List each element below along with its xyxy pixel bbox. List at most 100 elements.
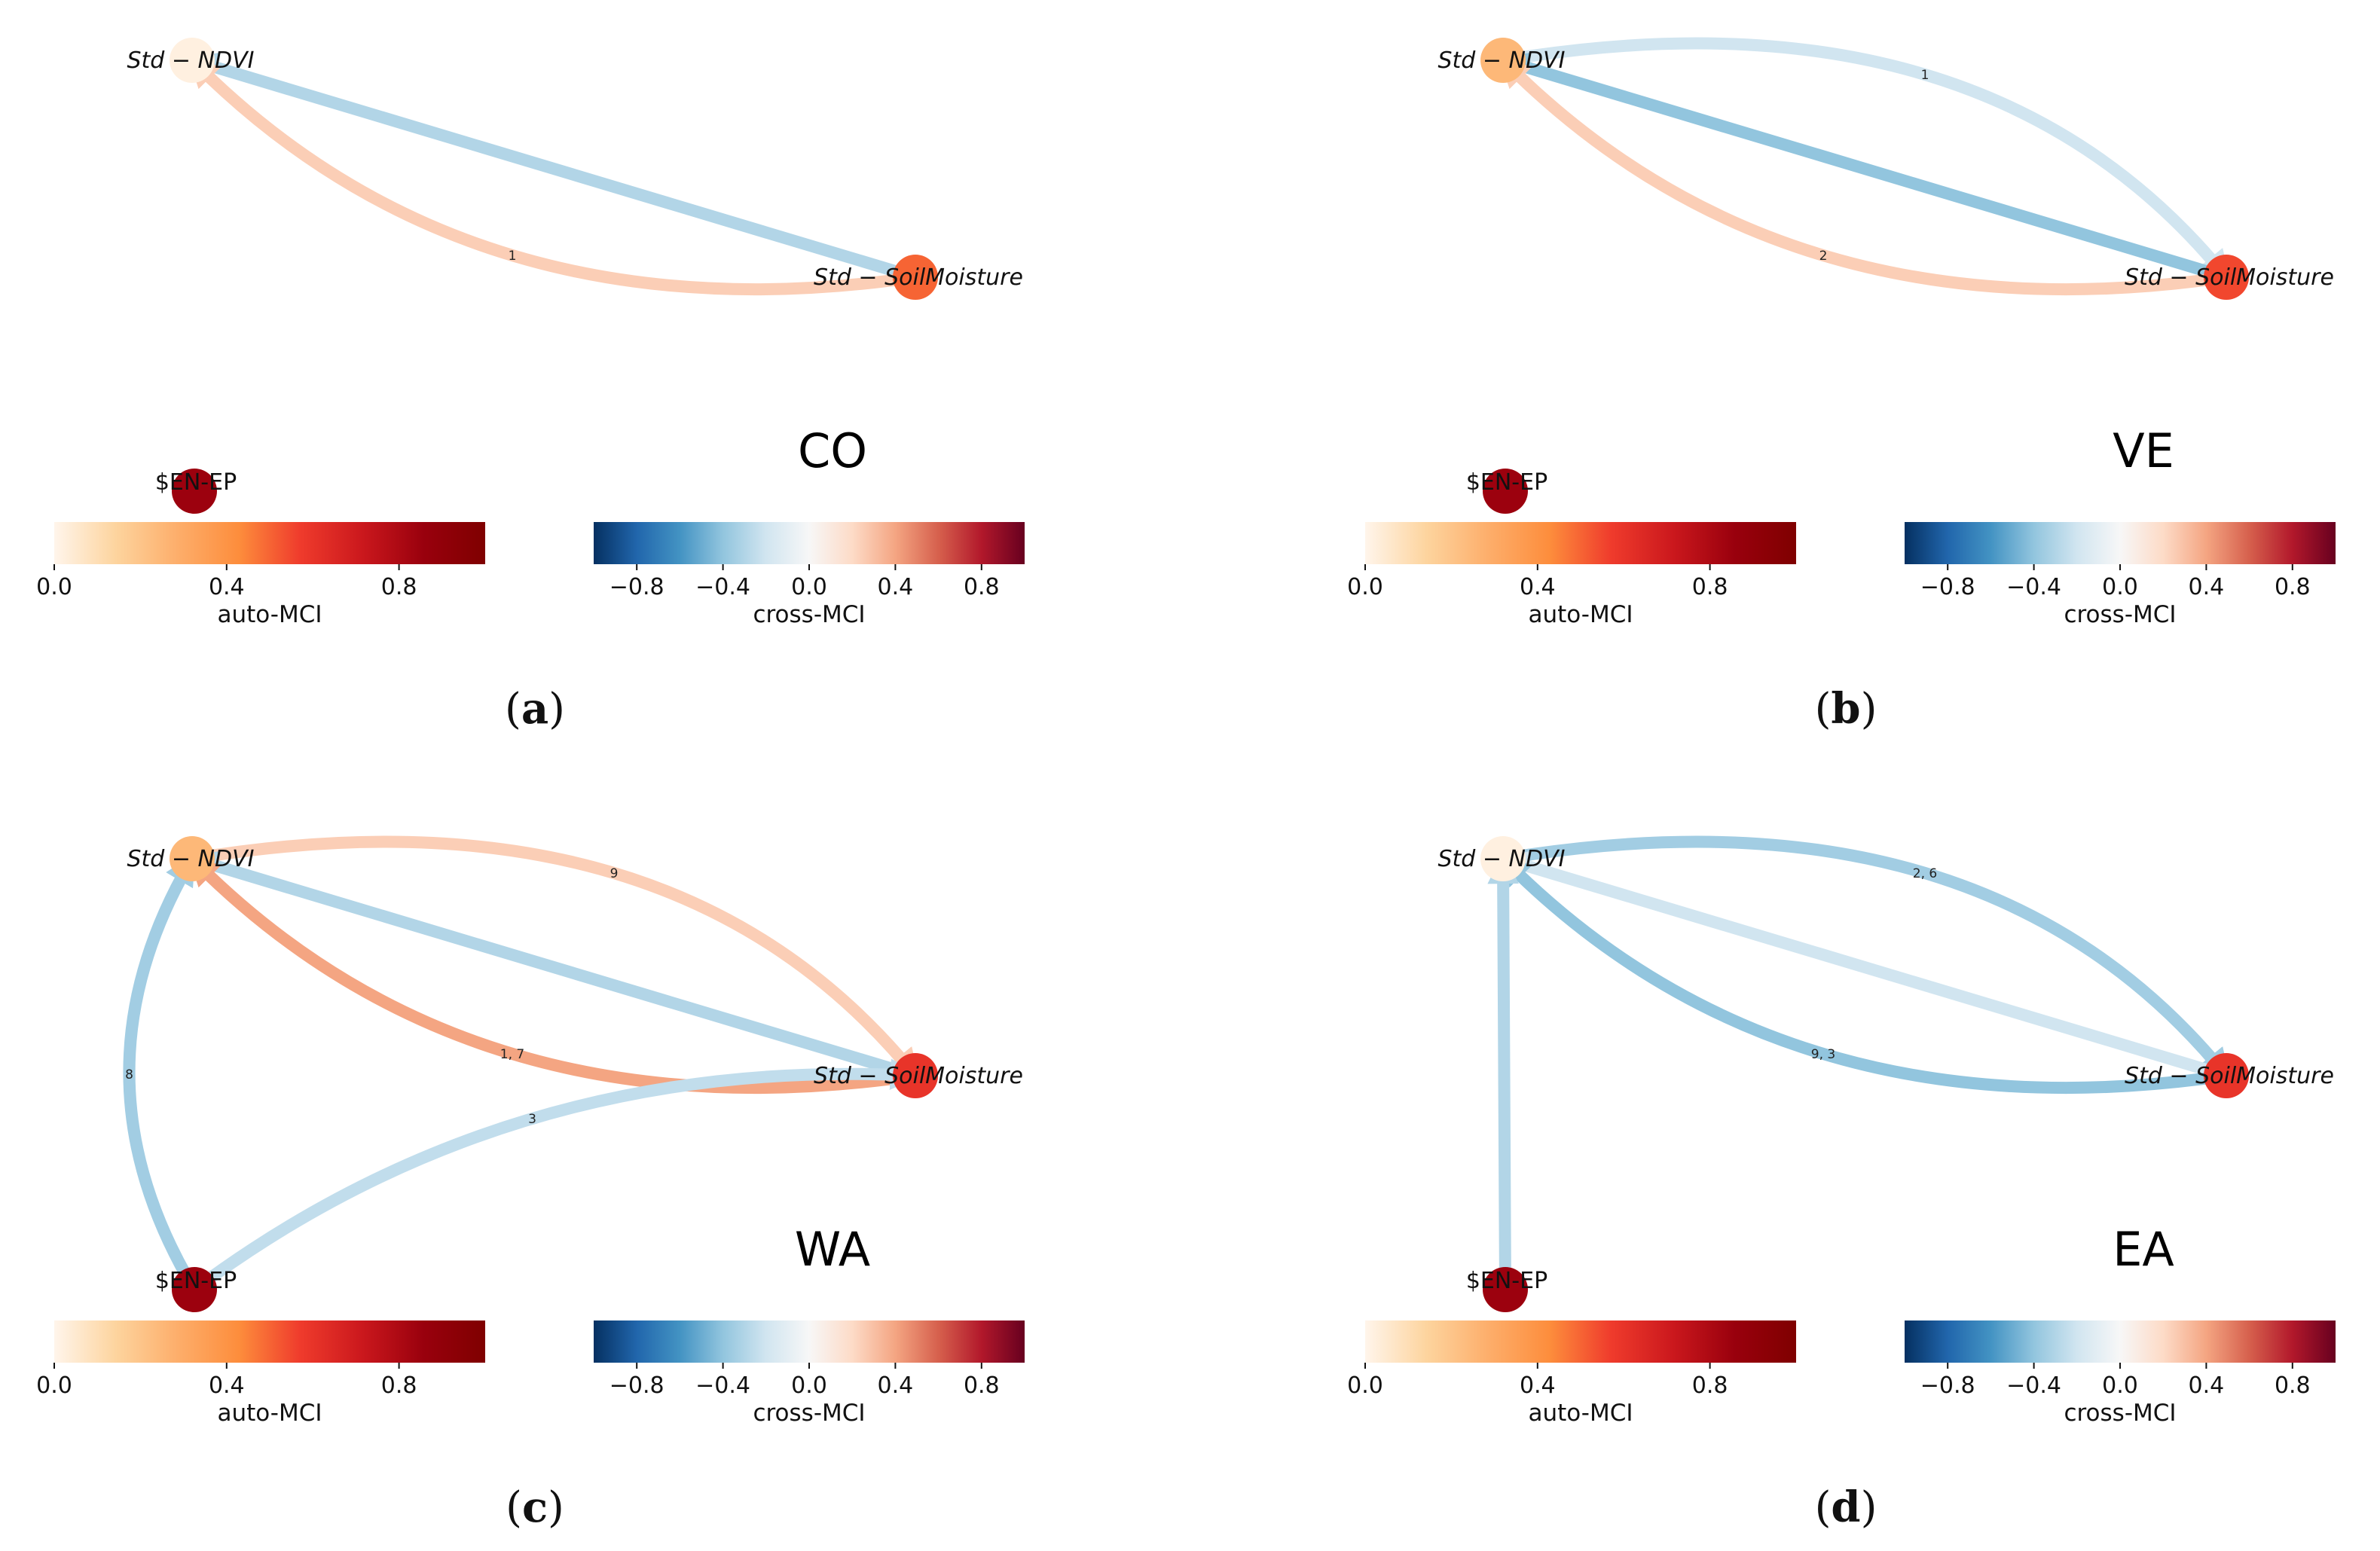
node-ndvi <box>170 38 215 83</box>
edge-soil-to-ndvi <box>1497 54 2232 296</box>
panel-caption: (c) <box>506 1482 564 1532</box>
colorbar-tick-label: 0.8 <box>381 574 417 600</box>
node-label-enep: $EN-EP <box>155 469 237 496</box>
colorbar-tick-label: 0.4 <box>878 574 914 600</box>
node-enep <box>172 1267 217 1312</box>
node-soil <box>893 1053 938 1098</box>
colorbar-auto-mci <box>1365 522 1796 564</box>
edge-ndvi-to-soil <box>1497 835 2232 1082</box>
edge-lag-label: 1 <box>1921 68 1929 83</box>
region-label: EA <box>2113 1222 2174 1277</box>
colorbar-tick-label: 0.0 <box>2102 574 2138 600</box>
node-ndvi <box>1480 836 1526 881</box>
colorbar-cross-mci <box>1905 522 2336 564</box>
region-label: CO <box>798 423 867 478</box>
colorbar-tick-label: 0.0 <box>36 1372 72 1399</box>
edge-lag-label: 2 <box>1819 249 1828 264</box>
colorbar-tick-label: 0.0 <box>1347 574 1383 600</box>
region-label: WA <box>795 1222 870 1277</box>
edge-lag-label: 8 <box>125 1067 133 1082</box>
node-label-enep: $EN-EP <box>1466 469 1547 496</box>
edge-soil-to-ndvi <box>186 54 921 296</box>
colorbar-tick-label: −0.4 <box>2006 1372 2061 1399</box>
colorbar-tick-label: 0.4 <box>1520 574 1556 600</box>
colorbar-tick-label: 0.0 <box>1347 1372 1383 1399</box>
edge-soil-to-ndvi <box>1497 853 2232 1095</box>
colorbar-tick-label: 0.0 <box>791 574 827 600</box>
colorbar-tick-label: 0.4 <box>878 1372 914 1399</box>
colorbar-title: auto-MCI <box>1528 601 1633 628</box>
edge-lag-label: 2, 6 <box>1913 866 1937 881</box>
colorbar-tick-label: −0.8 <box>610 574 665 600</box>
colorbar-title: cross-MCI <box>2064 1400 2176 1427</box>
colorbar-auto-mci <box>54 1320 485 1363</box>
colorbar-tick-label: −0.8 <box>1920 574 1975 600</box>
colorbar-title: auto-MCI <box>217 601 322 628</box>
colorbar-tick-label: 0.8 <box>964 574 1000 600</box>
colorbar-tick-label: −0.4 <box>2006 574 2061 600</box>
node-label-ndvi: Std − NDVI <box>127 47 255 74</box>
node-label-soil: Std − SoilMoisture <box>814 1063 1023 1089</box>
colorbar-title: auto-MCI <box>217 1400 322 1427</box>
colorbar-tick-label: 0.8 <box>381 1372 417 1399</box>
network-panel-b: 1 2 Std − NDVI Std − SoilMoisture $EN-EP VE 0.… <box>1347 37 2336 734</box>
colorbar-tick-label: 0.4 <box>209 1372 245 1399</box>
node-soil <box>893 255 938 300</box>
node-label-ndvi: Std − NDVI <box>1438 846 1566 872</box>
network-panel-c: 9 1, 7 3 8 Std − NDVI Std − SoilMoisture $EN-E… <box>36 835 1025 1532</box>
colorbar-tick-label: −0.4 <box>695 1372 750 1399</box>
network-panel-a: 1 Std − NDVI Std − SoilMoisture $EN-EP CO 0.0… <box>36 38 1025 734</box>
colorbar-tick-label: −0.8 <box>1920 1372 1975 1399</box>
colorbar-tick-label: 0.4 <box>2189 1372 2225 1399</box>
edge-soil-to-ndvi <box>186 850 921 1082</box>
colorbar-cross-mci <box>594 522 1025 564</box>
node-soil <box>2204 1053 2249 1098</box>
node-soil <box>2204 255 2249 300</box>
colorbar-auto-mci <box>1365 1320 1796 1363</box>
region-label: VE <box>2113 423 2174 478</box>
node-label-ndvi: Std − NDVI <box>127 846 255 872</box>
edge-enep-to-soil <box>188 1058 922 1296</box>
colorbar-tick-label: 0.8 <box>2275 1372 2311 1399</box>
colorbar-title: cross-MCI <box>753 1400 865 1427</box>
node-label-soil: Std − SoilMoisture <box>2125 264 2334 291</box>
edge-lag-label: 1, 7 <box>500 1047 524 1062</box>
colorbar-title: cross-MCI <box>2064 601 2176 628</box>
node-enep <box>1483 1267 1528 1312</box>
edge-soil-to-ndvi <box>186 853 921 1095</box>
colorbar-cross-mci <box>594 1320 1025 1363</box>
node-ndvi <box>1480 38 1526 83</box>
colorbar-tick-label: 0.8 <box>1692 574 1728 600</box>
edge-enep-to-ndvi <box>1487 852 1519 1296</box>
edge-lag-label: 3 <box>528 1112 536 1127</box>
colorbar-tick-label: −0.4 <box>695 574 750 600</box>
colorbar-tick-label: 0.0 <box>791 1372 827 1399</box>
colorbar-auto-mci <box>54 522 485 564</box>
colorbar-tick-label: 0.8 <box>1692 1372 1728 1399</box>
colorbar-tick-label: −0.8 <box>610 1372 665 1399</box>
panel-caption: (a) <box>505 684 565 734</box>
edge-soil-to-ndvi <box>186 52 921 283</box>
colorbar-tick-label: 0.4 <box>1520 1372 1556 1399</box>
colorbar-tick-label: 0.0 <box>36 574 72 600</box>
network-panel-d: 2, 6 9, 3 Std − NDVI Std − SoilMoisture $EN-… <box>1347 835 2336 1532</box>
colorbar-tick-label: 0.0 <box>2102 1372 2138 1399</box>
edge-lag-label: 9 <box>610 866 619 881</box>
edge-lag-label: 9, 3 <box>1811 1047 1835 1062</box>
node-ndvi <box>170 836 215 881</box>
colorbar-tick-label: 0.4 <box>2189 574 2225 600</box>
colorbar-tick-label: 0.8 <box>964 1372 1000 1399</box>
edge-ndvi-to-soil <box>1497 37 2232 283</box>
colorbar-tick-label: 0.4 <box>209 574 245 600</box>
node-label-soil: Std − SoilMoisture <box>2125 1063 2334 1089</box>
colorbar-tick-label: 0.8 <box>2275 574 2311 600</box>
panel-caption: (b) <box>1815 684 1877 734</box>
node-enep <box>1483 469 1528 514</box>
edge-lag-label: 1 <box>509 249 517 264</box>
edge-enep-to-ndvi <box>123 853 200 1296</box>
colorbar-title: auto-MCI <box>1528 1400 1633 1427</box>
edge-soil-to-ndvi <box>1497 52 2232 283</box>
panel-caption: (d) <box>1815 1482 1877 1532</box>
node-label-soil: Std − SoilMoisture <box>814 264 1023 291</box>
